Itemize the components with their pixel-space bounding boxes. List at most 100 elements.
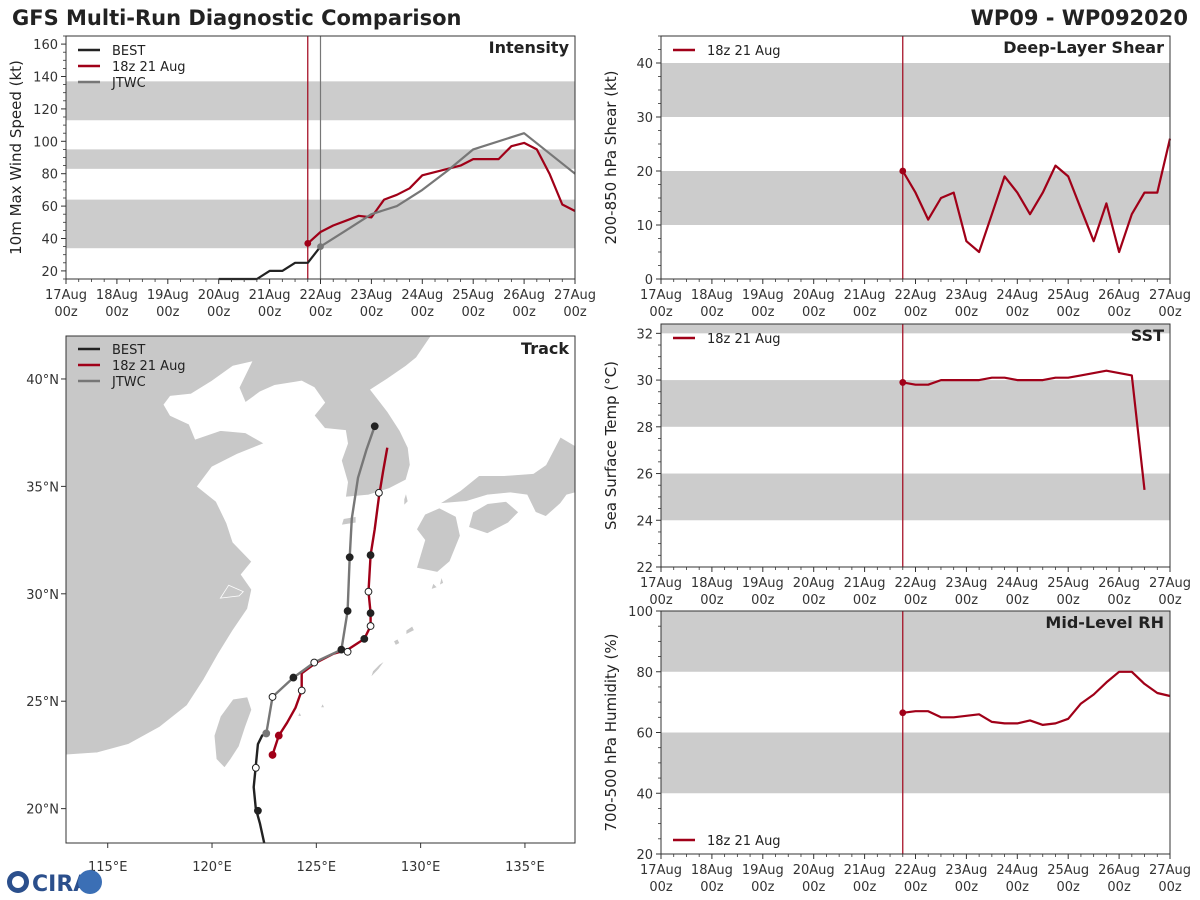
track-xtick-label-4: 135°E [505,860,545,875]
shear-band-0 [661,171,1170,225]
shear-xtick-sublabel-10: 00z [1158,305,1182,320]
track-line-18z-21-aug [271,447,389,756]
track-marker-19 [370,422,379,431]
sst-xtick-sublabel-2: 00z [751,593,775,608]
track-xtick-label-0: 115°E [88,860,128,875]
intensity-series-jtwc [319,132,576,248]
sst-ytick-label-5: 32 [636,327,653,342]
shear-xtick-sublabel-8: 00z [1057,305,1081,320]
sst-panel: 17Aug 00z 18Aug 00z 19Aug 00z 20Aug 00z 21Aug 00z… [602,323,1191,608]
track-frame [65,335,576,844]
rh-ytick-label-3: 80 [636,666,653,681]
land-shape-2 [415,507,461,573]
shear-xtick-label-2: 19Aug [742,288,784,303]
intensity-xtick-label-9: 26Aug [503,288,545,303]
cira-logo-globe [78,870,102,894]
track-xtick-label-1: 120°E [192,860,232,875]
track-marker-2 [262,729,271,738]
shear-ytick-label-4: 40 [636,57,653,72]
shear-xtick-label-9: 26Aug [1098,288,1140,303]
rh-xtick-sublabel-2: 00z [751,880,775,895]
land-shape-0 [66,336,432,756]
intensity-ytick-label-7: 160 [33,38,58,53]
sst-band-2 [661,324,1170,334]
track-map-area [66,336,575,843]
shear-xtick-sublabel-1: 00z [700,305,724,320]
track-xtick-label-3: 130°E [401,860,441,875]
cira-logo-inner [12,876,24,888]
track-panel: 115°E 120°E 125°E 130°E 135°E 20°N 25°N 30°N 35°… [26,335,576,875]
track-xtick-label-2: 125°E [297,860,337,875]
track-marker-8 [310,658,319,667]
rh-xtick-sublabel-9: 00z [1107,880,1131,895]
sst-xtick-sublabel-3: 00z [802,593,826,608]
rh-xtick-label-2: 19Aug [742,863,784,878]
rh-xtick-sublabel-7: 00z [1006,880,1030,895]
land-shape-8 [392,638,401,646]
rh-xtick-label-10: 27Aug [1149,863,1191,878]
track-marker-16 [345,553,354,562]
track-marker-0 [268,751,277,759]
intensity-xtick-label-5: 22Aug [300,288,342,303]
intensity-xtick-sublabel-1: 00z [105,305,129,320]
shear-legend-label-0: 18z 21 Aug [707,44,781,59]
intensity-legend-label-2: JTWC [111,76,146,91]
intensity-xtick-sublabel-2: 00z [156,305,180,320]
sst-marker-0 [899,379,907,386]
sst-xtick-label-8: 25Aug [1047,576,1089,591]
cira-logo: CIRA [7,870,102,897]
track-ytick-label-2: 30°N [26,588,59,603]
sst-xtick-sublabel-1: 00z [700,593,724,608]
track-marker-18 [375,488,383,497]
rh-xtick-label-7: 24Aug [996,863,1038,878]
shear-xtick-sublabel-9: 00z [1107,305,1131,320]
sst-ytick-label-0: 22 [636,561,653,576]
intensity-xtick-sublabel-6: 00z [360,305,384,320]
sst-xtick-label-0: 17Aug [640,576,682,591]
rh-xtick-label-4: 21Aug [844,863,886,878]
intensity-xtick-sublabel-3: 00z [207,305,231,320]
track-ytick-label-3: 35°N [26,480,59,495]
rh-xtick-sublabel-3: 00z [802,880,826,895]
sst-xtick-sublabel-6: 00z [955,593,979,608]
intensity-xtick-sublabel-5: 00z [309,305,333,320]
intensity-xtick-label-6: 23Aug [350,288,392,303]
track-marker-6 [289,673,298,682]
track-marker-14 [343,607,352,615]
sst-title: SST [1131,326,1164,345]
rh-xtick-label-8: 25Aug [1047,863,1089,878]
rh-series-18z-21-aug [902,670,1171,727]
rh-title: Mid-Level RH [1045,613,1164,632]
intensity-ytick-label-2: 60 [41,200,58,215]
shear-xtick-sublabel-0: 00z [649,305,673,320]
rh-panel: 17Aug 00z 18Aug 00z 19Aug 00z 20Aug 00z 21Aug 00z… [602,605,1191,895]
intensity-xtick-label-10: 27Aug [554,288,596,303]
rh-ytick-label-4: 100 [628,605,653,620]
intensity-panel: 17Aug 00z 18Aug 00z 19Aug 00z 20Aug 00z 21Aug 00z… [7,35,596,320]
shear-xtick-sublabel-7: 00z [1006,305,1030,320]
sst-band-1 [661,380,1170,427]
rh-xtick-sublabel-6: 00z [955,880,979,895]
sst-ytick-label-1: 24 [636,514,653,529]
intensity-legend-label-1: 18z 21 Aug [112,60,186,75]
land-shape-10 [319,702,326,709]
intensity-ytick-label-1: 40 [41,233,58,248]
rh-band-0 [661,732,1170,794]
shear-xtick-label-7: 24Aug [996,288,1038,303]
shear-xtick-label-8: 25Aug [1047,288,1089,303]
rh-ytick-label-0: 20 [636,848,653,863]
intensity-xtick-label-4: 21Aug [249,288,291,303]
shear-xtick-label-5: 22Aug [895,288,937,303]
sst-ytick-label-4: 30 [636,374,653,389]
shear-marker-0 [899,167,907,175]
rh-ylabel: 700-500 hPa Humidity (%) [602,633,620,831]
intensity-title: Intensity [489,38,570,57]
sst-xtick-label-2: 19Aug [742,576,784,591]
rh-xtick-sublabel-0: 00z [649,880,673,895]
sst-xtick-label-7: 24Aug [996,576,1038,591]
shear-xtick-label-3: 20Aug [793,288,835,303]
shear-panel: 17Aug 00z 18Aug 00z 19Aug 00z 20Aug 00z 21Aug 00z… [602,35,1191,320]
intensity-ytick-label-5: 120 [33,103,58,118]
sst-xtick-label-3: 20Aug [793,576,835,591]
